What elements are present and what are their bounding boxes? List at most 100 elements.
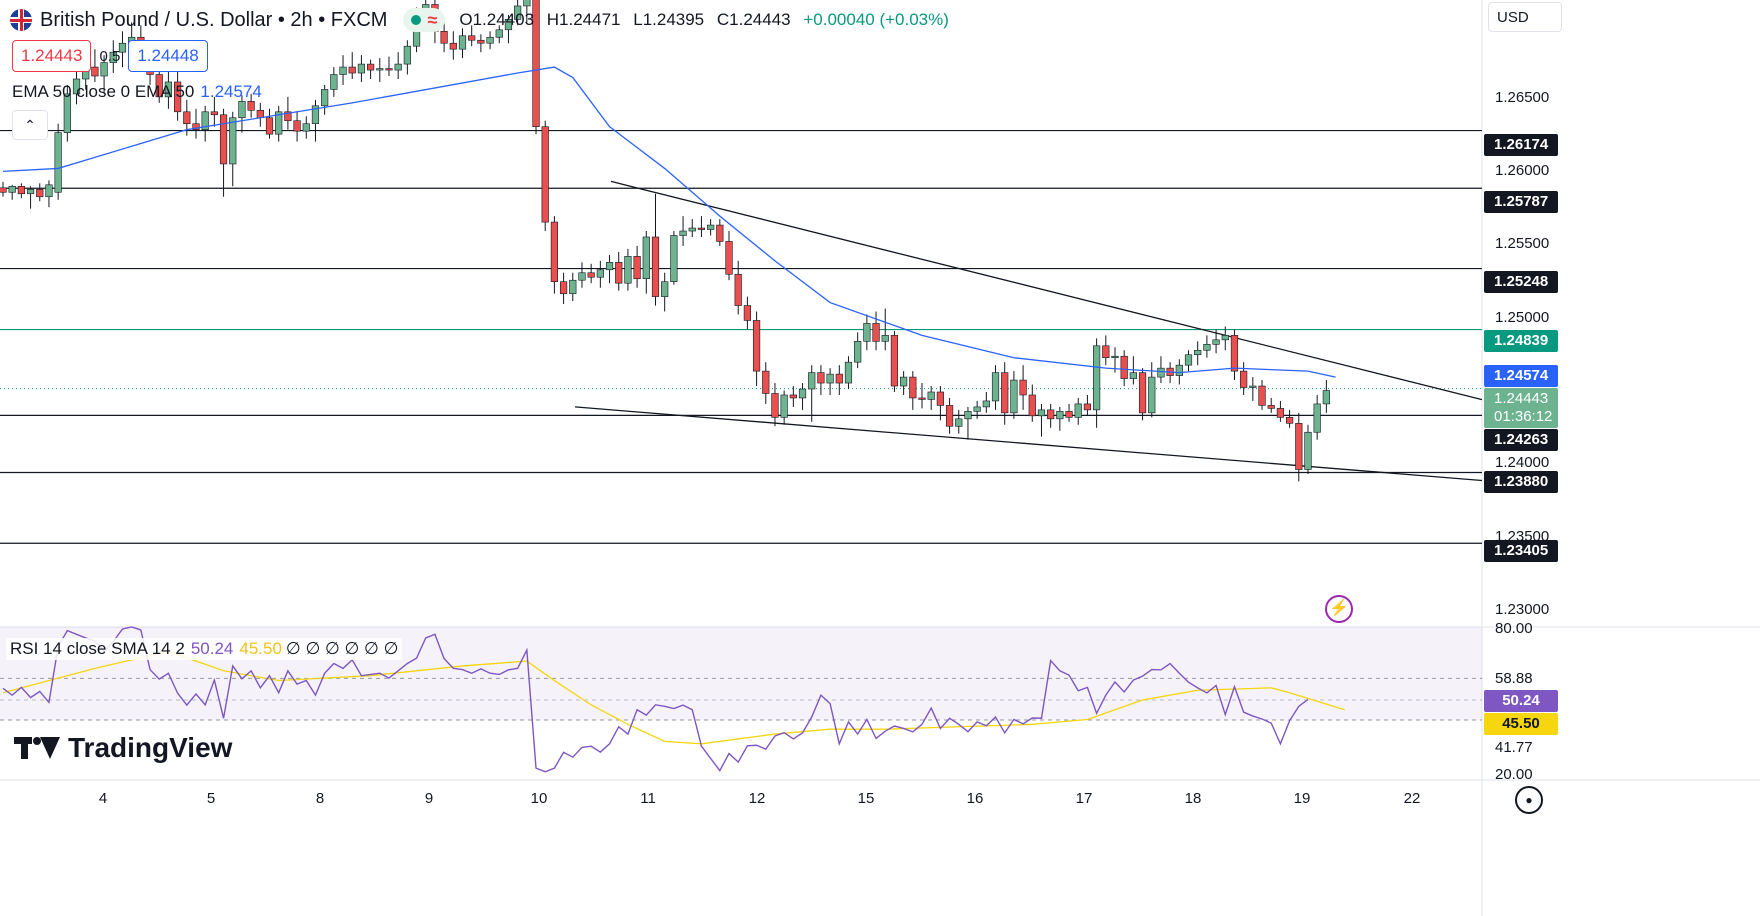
bearish-candle <box>1267 405 1275 409</box>
bearish-candle <box>1047 409 1055 420</box>
resistance-level-tag: 1.25248 <box>1484 271 1558 293</box>
bullish-candle <box>1175 364 1183 376</box>
bullish-candle <box>982 400 990 408</box>
bearish-candle <box>771 393 779 418</box>
bearish-candle <box>1286 417 1294 424</box>
symbol-header[interactable]: British Pound / U.S. Dollar • 2h • FXCM … <box>10 6 957 34</box>
bearish-candle <box>210 111 218 116</box>
ema-legend-value: 1.24574 <box>200 82 262 101</box>
rsi-legend-extra: ∅ ∅ ∅ ∅ ∅ ∅ <box>285 639 399 658</box>
close-value: C1.24443 <box>716 10 791 29</box>
bullish-candle <box>1221 335 1229 341</box>
bullish-candle <box>670 235 678 283</box>
bearish-candle <box>256 109 264 119</box>
date-axis-label: 17 <box>1075 790 1093 807</box>
bullish-candle <box>679 230 687 236</box>
bullish-candle <box>1074 403 1082 418</box>
bullish-candle <box>458 35 467 50</box>
rsi-legend[interactable]: RSI 14 close SMA 14 2 50.24 45.50 ∅ ∅ ∅ ∅ ∅… <box>6 638 403 660</box>
bearish-candle <box>36 188 44 198</box>
bullish-candle <box>661 281 669 297</box>
bearish-candle <box>219 114 228 165</box>
ohlc-values: O1.24403 H1.24471 L1.24395 C1.24443 +0.0… <box>459 10 957 30</box>
bullish-candle <box>798 388 807 399</box>
bearish-candle <box>1083 403 1092 411</box>
bullish-candle <box>826 373 834 384</box>
bearish-candle <box>468 35 476 41</box>
bearish-candle <box>1120 355 1128 379</box>
bullish-candle <box>164 81 173 98</box>
upper-trendline <box>610 180 1483 401</box>
market-status[interactable]: ≈ <box>403 8 446 32</box>
date-axis-label: 8 <box>315 790 325 807</box>
ema-price-tag: 1.24574 <box>1484 365 1558 387</box>
bullish-candle <box>707 224 715 230</box>
date-axis-label: 5 <box>206 790 216 807</box>
bearish-candle <box>872 323 880 342</box>
symbol-title[interactable]: British Pound / U.S. Dollar • 2h • FXCM <box>40 8 388 31</box>
bearish-candle <box>192 123 200 130</box>
rsi-line <box>2 626 1309 773</box>
bullish-candle <box>1249 385 1257 388</box>
bullish-candle <box>854 341 862 363</box>
buy-button[interactable]: 1.24448 <box>128 40 208 72</box>
bullish-candle <box>45 184 53 198</box>
currency-selector[interactable]: USD <box>1488 2 1562 32</box>
bearish-candle <box>440 30 448 44</box>
level-tag-teal: 1.24839 <box>1484 330 1558 352</box>
bullish-candle <box>504 19 513 31</box>
ema-legend[interactable]: EMA 50 close 0 EMA 50 1.24574 <box>12 82 262 102</box>
open-value: O1.24403 <box>459 10 535 29</box>
price-axis-label: 1.26500 <box>1495 89 1550 106</box>
bearish-candle <box>633 256 641 280</box>
tradingview-logo[interactable]: TradingView <box>14 732 232 764</box>
bullish-candle <box>688 227 696 232</box>
rsi-value-tag: 50.24 <box>1484 690 1558 712</box>
bullish-candle <box>26 188 35 195</box>
bearish-candle <box>945 405 954 427</box>
date-axis-label: 19 <box>1293 790 1311 807</box>
bearish-candle <box>1065 411 1073 418</box>
bullish-candle <box>927 391 935 400</box>
bearish-candle <box>817 372 825 384</box>
bearish-candle <box>651 236 660 297</box>
bullish-candle <box>1184 354 1193 366</box>
collapse-legend-button[interactable]: ⌃ <box>12 110 48 140</box>
bullish-candle <box>1157 367 1165 378</box>
low-value: L1.24395 <box>633 10 705 29</box>
support-level-tag: 1.23405 <box>1484 540 1558 562</box>
bearish-candle <box>716 224 724 242</box>
bullish-candle <box>780 394 788 418</box>
bearish-candle <box>385 68 393 71</box>
bearish-candle <box>909 376 917 399</box>
bearish-candle <box>1230 335 1239 372</box>
lightning-icon[interactable]: ⚡ <box>1325 595 1353 623</box>
bullish-candle <box>973 406 981 412</box>
bullish-candle <box>1194 349 1202 356</box>
date-axis-label: 4 <box>98 790 108 807</box>
bullish-candle <box>1056 411 1064 420</box>
support-level-tag: 1.23880 <box>1484 471 1558 493</box>
bullish-candle <box>229 117 237 165</box>
sell-button[interactable]: 1.24443 <box>12 40 92 72</box>
date-axis-label: 12 <box>748 790 766 807</box>
bearish-candle <box>532 0 540 127</box>
settings-icon[interactable]: ● <box>1515 786 1543 814</box>
bullish-candle <box>63 93 71 133</box>
bullish-candle <box>394 63 402 71</box>
date-axis-label: 11 <box>640 790 656 807</box>
price-axis-label: 1.24000 <box>1495 454 1550 471</box>
bearish-candle <box>789 394 797 399</box>
rsi-axis-label: 80.00 <box>1495 620 1533 637</box>
price-axis-label: 1.25000 <box>1495 309 1550 326</box>
bullish-candle <box>596 269 604 278</box>
bearish-candle <box>284 111 292 122</box>
bearish-candle <box>247 101 255 111</box>
gbp-flag-icon <box>10 9 32 31</box>
bearish-candle <box>734 273 742 306</box>
bearish-candle <box>0 187 7 193</box>
bearish-candle <box>890 335 899 387</box>
bullish-candle <box>321 89 329 107</box>
bullish-candle <box>1212 339 1220 345</box>
